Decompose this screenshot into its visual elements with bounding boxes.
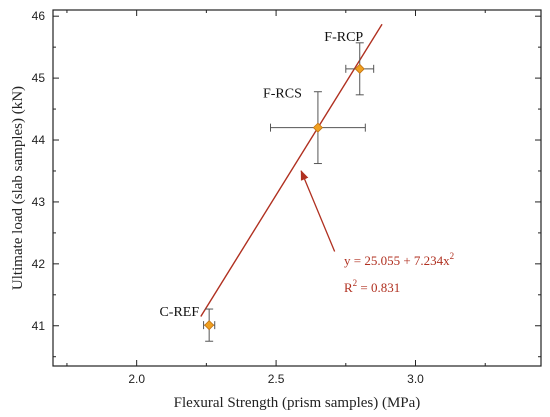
fit-line <box>200 23 383 317</box>
y-tick-label: 46 <box>32 9 46 23</box>
y-tick-label: 43 <box>32 195 46 209</box>
data-point-marker <box>312 122 323 133</box>
x-tick-label: 3.0 <box>407 372 424 386</box>
y-tick-label: 44 <box>32 133 46 147</box>
x-axis-title: Flexural Strength (prism samples) (MPa) <box>174 395 421 411</box>
equation-superscript: 2 <box>450 251 455 261</box>
data-point-marker <box>354 63 365 74</box>
r-squared-symbol: R <box>344 280 353 295</box>
r-squared-value: = 0.831 <box>357 280 400 295</box>
y-tick-label: 41 <box>32 319 46 333</box>
point-label: C-REF <box>159 305 199 320</box>
x-axis-ticks: 2.0 2.5 3.0 <box>66 10 486 386</box>
r-squared-superscript: 2 <box>353 278 358 288</box>
point-label: F-RCP <box>324 30 363 45</box>
plot-axes <box>52 9 542 367</box>
y-axis-title: Ultimate load (slab samples) (kN) <box>10 86 26 290</box>
y-tick-label: 45 <box>32 71 46 85</box>
x-tick-label: 2.0 <box>128 372 145 386</box>
equation-main: y = 25.055 + 7.234x <box>344 253 450 268</box>
y-axis-ticks: 41 42 43 44 45 46 <box>32 9 541 358</box>
plot-frame <box>52 9 542 367</box>
data-point-marker <box>204 320 215 331</box>
point-label: F-RCS <box>263 87 302 102</box>
r-squared: R2 = 0.831 <box>344 278 400 295</box>
point-labels: C-REF F-RCS F-RCP <box>159 30 363 320</box>
data-points <box>204 63 365 331</box>
fit-line-group <box>200 23 383 317</box>
annotation-arrow <box>300 170 336 252</box>
x-tick-label: 2.5 <box>268 372 285 386</box>
y-tick-label: 42 <box>32 257 46 271</box>
regression-equation: y = 25.055 + 7.234x2 <box>344 251 454 268</box>
